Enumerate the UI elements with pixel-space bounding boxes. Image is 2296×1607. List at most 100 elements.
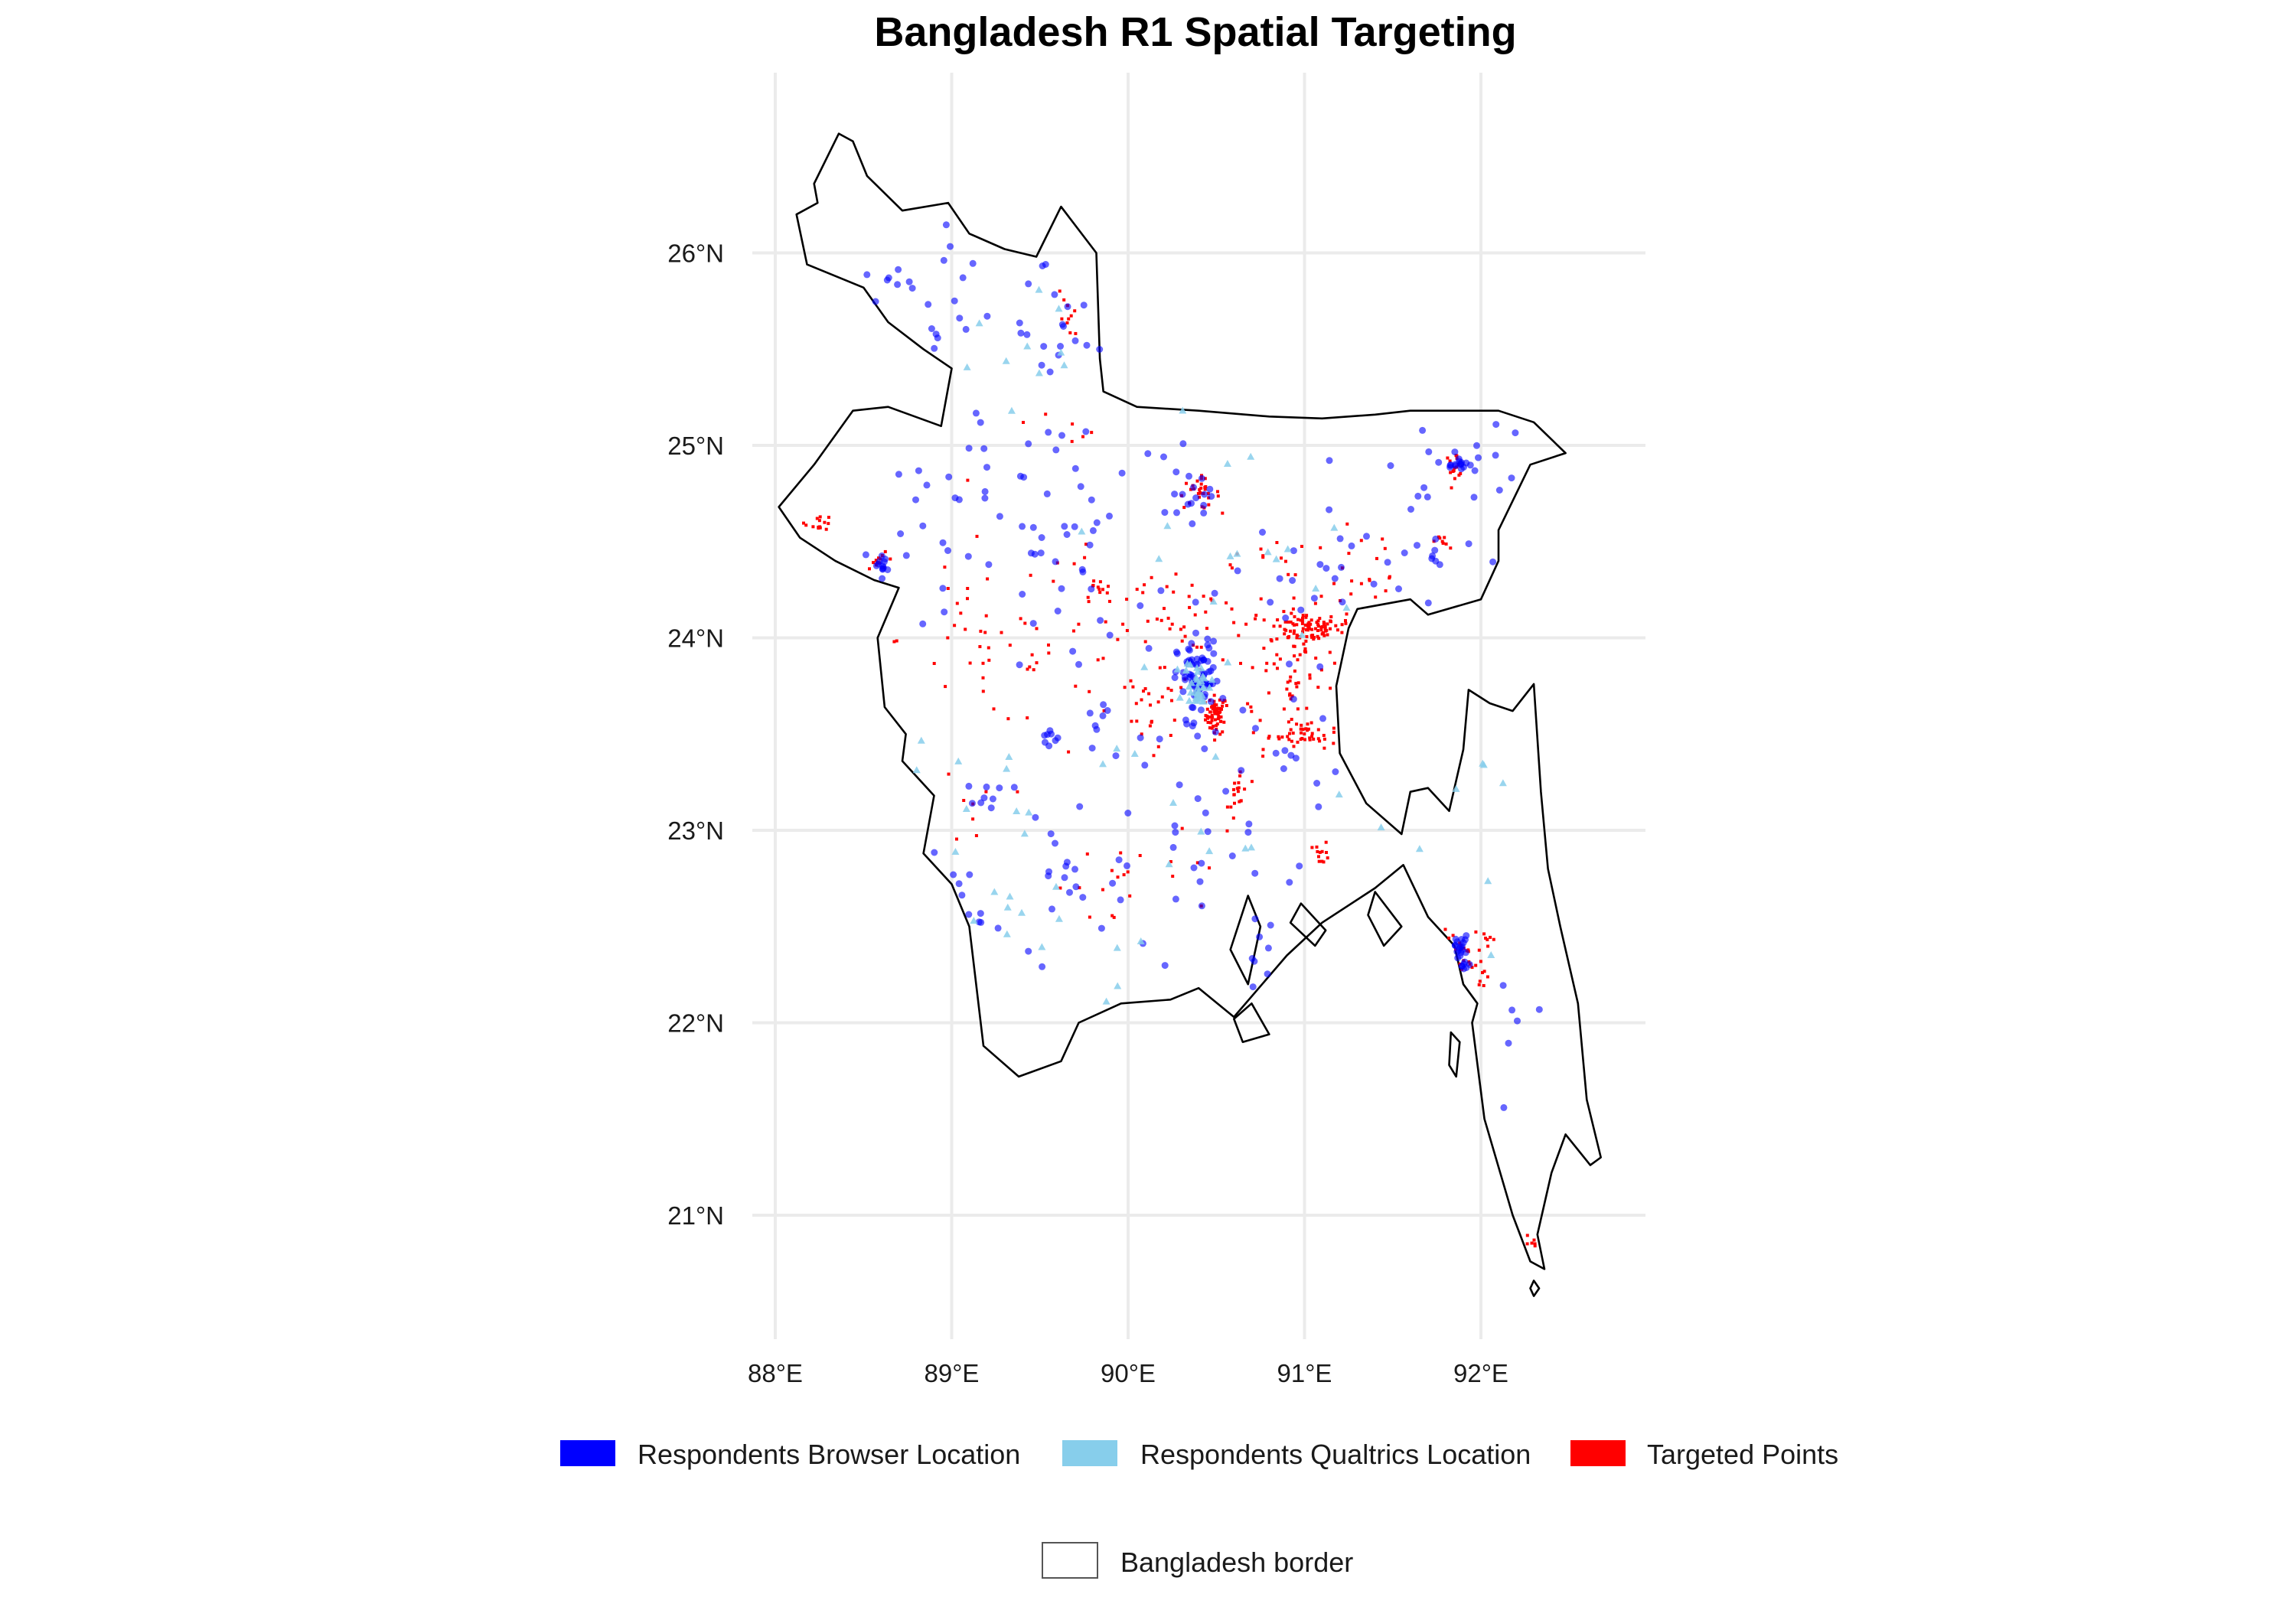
browser-point (1197, 706, 1205, 714)
targeted-point (1287, 572, 1290, 576)
targeted-point (1320, 625, 1324, 628)
targeted-point (964, 627, 967, 631)
qualtrics-point (1005, 753, 1013, 761)
targeted-point (1110, 869, 1114, 872)
targeted-point (1182, 506, 1186, 510)
targeted-point (1278, 624, 1282, 628)
browser-point (1083, 341, 1091, 349)
browser-point (962, 325, 970, 333)
qualtrics-point (1020, 830, 1029, 837)
targeted-point (1072, 562, 1076, 566)
targeted-point (1319, 668, 1323, 672)
targeted-point (983, 631, 987, 634)
browser-point (1475, 454, 1482, 461)
targeted-point (1300, 545, 1303, 548)
browser-point (1259, 529, 1266, 536)
targeted-point (1221, 700, 1225, 704)
browser-point (1062, 862, 1070, 870)
targeted-point (1287, 720, 1290, 724)
targeted-point (804, 523, 808, 527)
browser-point (1495, 487, 1503, 494)
browser-point (1290, 696, 1297, 703)
browser-point (1420, 484, 1428, 491)
targeted-point (1214, 707, 1217, 710)
targeted-point (818, 526, 822, 530)
targeted-point (1452, 469, 1456, 473)
targeted-point (1216, 706, 1220, 710)
targeted-point (1298, 653, 1302, 657)
browser-point (1161, 962, 1169, 970)
targeted-point (1199, 491, 1202, 494)
browser-point (1176, 781, 1183, 789)
browser-point (1193, 655, 1201, 663)
targeted-point (1275, 541, 1279, 544)
browser-point (1019, 591, 1026, 598)
targeted-point (1329, 619, 1332, 623)
targeted-point (1287, 738, 1291, 742)
targeted-point (1278, 657, 1282, 661)
targeted-point (1237, 786, 1241, 790)
targeted-point (1169, 860, 1172, 863)
qualtrics-point (1002, 357, 1010, 364)
targeted-point (1185, 481, 1188, 485)
targeted-point (1149, 703, 1152, 707)
targeted-point (1290, 739, 1293, 743)
browser-point (1190, 484, 1197, 491)
targeted-point (824, 527, 828, 531)
browser-point (1172, 895, 1179, 903)
targeted-point (1026, 667, 1029, 671)
targeted-point (811, 525, 815, 529)
browser-point (968, 800, 976, 807)
targeted-point (1150, 575, 1153, 579)
targeted-point (1272, 624, 1276, 628)
browser-point (919, 620, 927, 627)
qualtrics-point (1193, 663, 1202, 671)
targeted-point (1477, 948, 1481, 952)
qualtrics-point (1264, 548, 1272, 556)
targeted-point (1282, 707, 1286, 711)
targeted-point (1211, 704, 1215, 708)
qualtrics-point (1035, 285, 1043, 293)
browser-point (1106, 631, 1114, 639)
targeted-point (1291, 732, 1295, 735)
browser-point (1244, 829, 1252, 836)
legend-item-qualtrics: Respondents Qualtrics Location (1062, 1439, 1531, 1470)
targeted-point (966, 478, 970, 482)
targeted-point (1292, 745, 1296, 748)
targeted-point (1474, 963, 1478, 967)
targeted-point (1052, 579, 1055, 583)
targeted-point (1174, 572, 1178, 576)
targeted-point (1143, 583, 1146, 587)
targeted-point (1086, 595, 1090, 599)
browser-point (1052, 839, 1058, 847)
targeted-point (889, 557, 892, 561)
targeted-point (1344, 619, 1347, 622)
browser-point (1066, 888, 1073, 896)
targeted-point (1218, 719, 1222, 723)
targeted-point (1288, 692, 1292, 696)
qualtrics-point (1377, 823, 1385, 831)
targeted-point (1304, 615, 1308, 619)
targeted-point (1019, 617, 1022, 621)
qualtrics-point (1193, 667, 1202, 675)
browser-point (1492, 421, 1500, 429)
targeted-point (966, 587, 970, 590)
targeted-point (1308, 676, 1312, 680)
qualtrics-point (1140, 663, 1149, 670)
browser-point (1052, 558, 1059, 566)
targeted-point (1308, 738, 1312, 742)
browser-point (1037, 549, 1045, 557)
targeted-point (1251, 666, 1254, 670)
qualtrics-point (1182, 667, 1190, 674)
targeted-point (1440, 539, 1444, 543)
browser-point (1462, 949, 1469, 957)
targeted-point (1077, 622, 1081, 626)
targeted-point (1443, 536, 1446, 539)
targeted-point (1067, 750, 1071, 754)
targeted-point (1188, 605, 1192, 609)
qualtrics-point (990, 888, 999, 895)
targeted-point (1336, 628, 1339, 632)
targeted-point (1112, 915, 1116, 919)
browser-point (885, 274, 892, 282)
border-polygon (1448, 1031, 1461, 1078)
